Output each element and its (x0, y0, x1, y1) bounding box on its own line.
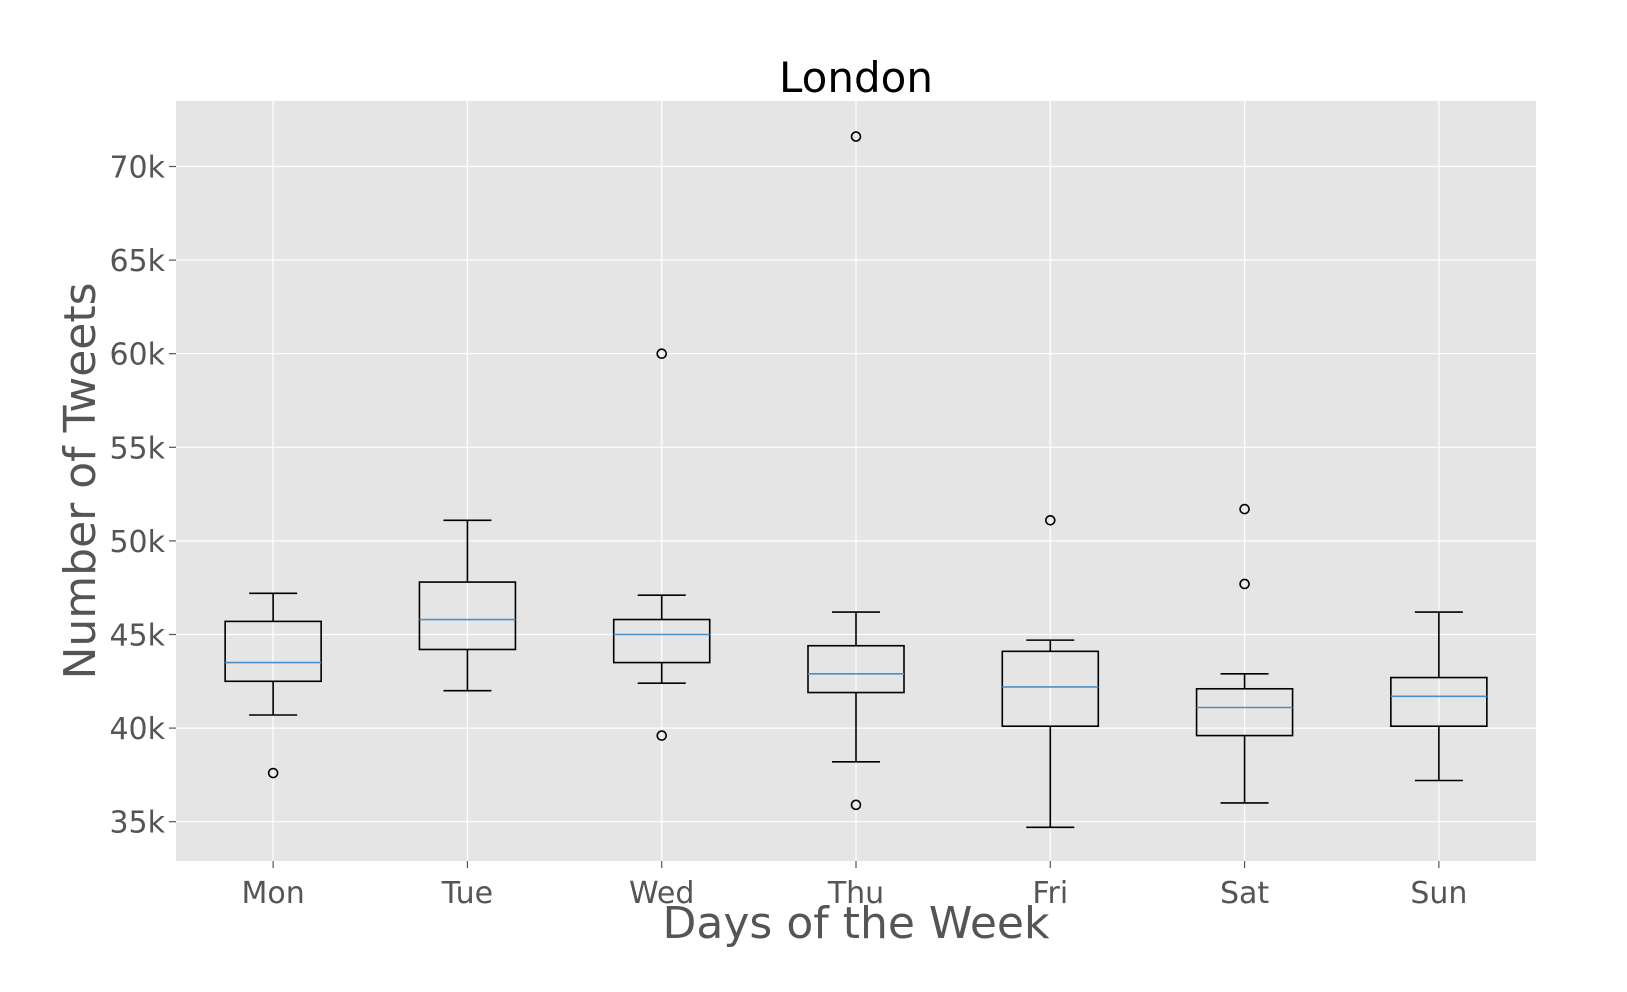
box-tue (418, 519, 517, 692)
x-tick-label: Thu (827, 876, 884, 911)
y-tick-label: 40k (109, 712, 165, 747)
outlier-point (850, 131, 862, 142)
x-tick-label: Fri (1032, 876, 1068, 911)
outlier-point (850, 799, 862, 811)
x-tick-label: Sat (1220, 876, 1269, 911)
y-tick-label: 50k (109, 525, 165, 560)
iqr-box (1001, 650, 1100, 728)
outlier-point (1239, 503, 1250, 515)
y-tick-label: 55k (109, 431, 165, 466)
outlier-point (267, 767, 279, 779)
box-mon (224, 592, 322, 779)
boxes (224, 131, 1488, 829)
y-tick-label: 60k (109, 338, 165, 373)
x-tick-label: Wed (629, 876, 694, 911)
x-tick-label: Tue (441, 876, 493, 911)
iqr-box (1195, 687, 1294, 737)
chart-title: London (779, 53, 933, 102)
iqr-box (807, 644, 905, 694)
box-wed (612, 348, 711, 741)
box-thu (807, 131, 905, 811)
iqr-box (612, 618, 711, 664)
box-sat (1195, 503, 1294, 804)
y-axis-ticks: 35k 40k 45k 50k 55k 60k 65k 70k (109, 151, 176, 841)
y-axis-label: Number of Tweets (55, 282, 106, 679)
box-fri (1001, 515, 1100, 829)
x-axis-ticks: Mon Tue Wed Thu Fri Sat Sun (242, 861, 1467, 911)
y-tick-label: 65k (109, 244, 165, 279)
y-tick-label: 70k (109, 151, 165, 186)
iqr-box (418, 581, 517, 651)
iqr-box (1390, 676, 1488, 728)
iqr-box (224, 620, 322, 683)
outlier-point (1044, 515, 1056, 526)
outlier-point (656, 348, 668, 360)
outlier-point (1239, 578, 1250, 590)
y-tick-label: 45k (109, 618, 165, 653)
x-axis-label: Days of the Week (663, 898, 1050, 949)
x-tick-label: Mon (242, 876, 305, 911)
outlier-point (656, 730, 668, 741)
x-tick-label: Sun (1410, 876, 1467, 911)
y-tick-label: 35k (109, 806, 165, 841)
box-sun (1390, 611, 1488, 782)
